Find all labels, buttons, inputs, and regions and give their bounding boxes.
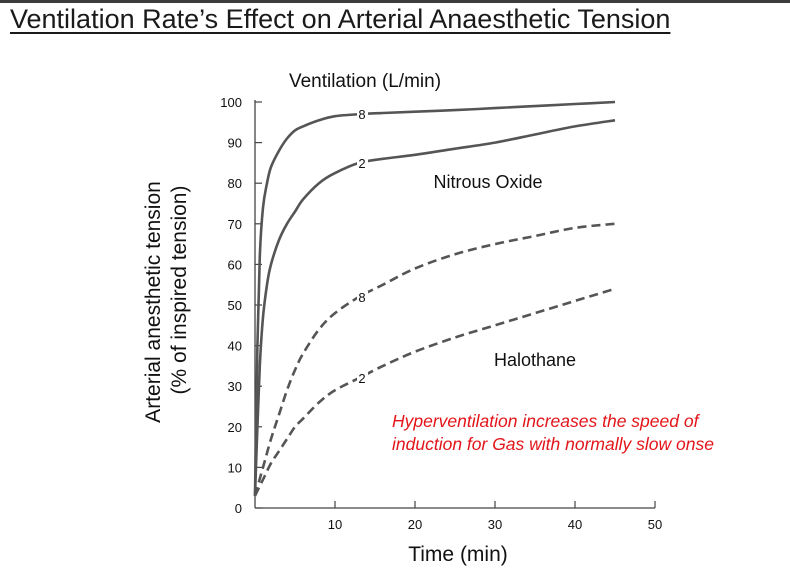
series-label-bg (357, 108, 368, 122)
x-tick-label: 10 (328, 517, 342, 532)
x-tick-label: 50 (648, 517, 662, 532)
series-line-nitrous-oxide-8 (253, 100, 616, 496)
chart-labels: 8 2 8 2 (357, 107, 368, 386)
series-label-bg (357, 290, 368, 304)
y-tick-label: 30 (228, 379, 242, 394)
slide-title: Ventilation Rate’s Effect on Arterial An… (10, 4, 671, 34)
y-tick-label: 100 (220, 95, 242, 110)
annotation-line-2: induction for Gas with normally slow ons… (392, 434, 714, 454)
x-tick-label: 20 (408, 517, 422, 532)
chart-curves (253, 100, 616, 497)
y-tick-label: 10 (228, 460, 242, 475)
series-line-nitrous-oxide-2 (253, 119, 616, 496)
y-tick-label: 20 (228, 420, 242, 435)
y-tick-label: 60 (228, 257, 242, 272)
y-tick-label: 90 (228, 136, 242, 151)
x-axis-label: Time (min) (408, 543, 508, 566)
top-rule (0, 0, 790, 3)
series-line-halothane-8 (253, 222, 616, 497)
y-axis-label: Arterial anesthetic tension (142, 181, 165, 423)
y-axis-label-units: (% of inspired tension) (168, 186, 191, 395)
annotation-line-1: Hyperventilation increases the speed of (392, 411, 699, 431)
series-label-nitrous-oxide-2: 2 (358, 156, 365, 171)
annotation-text: Hyperventilation increases the speed of … (392, 410, 788, 456)
group-label-halothane: Halothane (494, 350, 576, 370)
y-tick-label: 80 (228, 176, 242, 191)
x-tick-label: 40 (568, 517, 582, 532)
series-line-halothane-2 (253, 287, 616, 497)
series-label-halothane-8: 8 (358, 290, 365, 305)
series-label-bg (357, 372, 368, 386)
series-label-bg (357, 156, 368, 170)
y-tick-label: 50 (228, 298, 242, 313)
y-tick-label: 40 (228, 339, 242, 354)
x-tick-label: 30 (488, 517, 502, 532)
group-label-nitrous-oxide: Nitrous Oxide (433, 172, 542, 192)
y-tick-label: 70 (228, 217, 242, 232)
y-tick-label: 0 (235, 501, 242, 516)
chart-title: Ventilation (L/min) (289, 71, 441, 92)
series-label-halothane-2: 2 (358, 371, 365, 386)
chart-axes: 0 10 20 30 40 50 60 70 80 90 100 10 20 30 40 50 (220, 95, 662, 532)
series-label-nitrous-oxide-8: 8 (358, 107, 365, 122)
